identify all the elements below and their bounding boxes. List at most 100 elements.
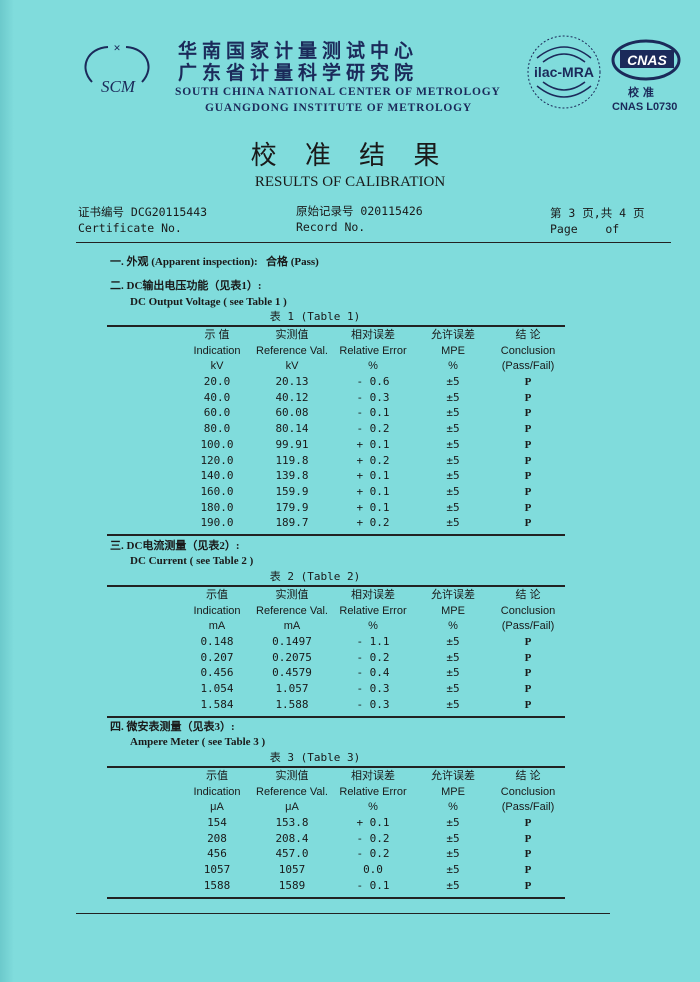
mpe-cell: ±5 <box>446 878 460 892</box>
relative-error-cell: + 0.1 <box>356 437 390 451</box>
column-header: 允许误差 <box>431 589 475 601</box>
indication-cell: 80.0 <box>203 422 231 436</box>
reference-cell: 139.8 <box>275 469 309 483</box>
section-appearance: 一. 外观 (Apparent inspection): 合格 (Pass) <box>110 256 319 268</box>
section-2-cn: 二. DC输出电压功能（见表1）: <box>110 280 262 292</box>
column-header: % <box>448 620 458 632</box>
section-3-en: DC Current ( see Table 2 ) <box>130 555 254 567</box>
record-number: 原始记录号 020115426 <box>296 204 423 218</box>
relative-error-cell: + 0.1 <box>356 484 390 498</box>
column-header: Relative Error <box>339 344 407 357</box>
relative-error-cell: - 0.4 <box>356 666 390 680</box>
column-header: Conclusion <box>500 344 556 357</box>
conclusion-cell: P <box>524 683 532 696</box>
title-en: RESULTS OF CALIBRATION <box>254 174 446 190</box>
page-number: 第 3 页,共 4 页 <box>550 206 645 220</box>
mpe-cell: ±5 <box>446 666 460 680</box>
indication-cell: 180.0 <box>200 500 234 514</box>
conclusion-cell: P <box>524 864 532 877</box>
relative-error-cell: - 1.1 <box>356 635 390 648</box>
mpe-cell: ±5 <box>446 406 460 420</box>
column-header: 相对误差 <box>351 589 395 601</box>
footer-divider <box>76 913 610 914</box>
column-header: 实测值 <box>275 589 309 601</box>
column-header: μA <box>210 801 224 813</box>
table-bottom-rule <box>107 896 565 899</box>
reference-cell: 1057 <box>278 863 306 877</box>
mpe-cell: ±5 <box>446 422 460 436</box>
reference-cell: 0.4579 <box>272 666 312 680</box>
reference-cell: 1589 <box>278 878 306 892</box>
cnas-logo: CNAS <box>611 39 681 81</box>
column-header: Indication <box>193 344 241 357</box>
certificate-label-en: Certificate No. <box>78 221 182 235</box>
reference-cell: 1.588 <box>275 697 309 711</box>
relative-error-cell: - 0.2 <box>356 650 390 664</box>
indication-cell: 120.0 <box>200 453 234 467</box>
mpe-cell: ±5 <box>446 469 460 483</box>
column-header: Conclusion <box>500 785 556 798</box>
table-caption: 表 1 (Table 1) <box>269 310 361 323</box>
conclusion-cell: P <box>524 407 532 420</box>
column-header: kV <box>210 360 224 372</box>
ilac-mra-logo: ilac-MRA <box>527 35 601 109</box>
table-top-rule <box>107 585 565 587</box>
indication-cell: 40.0 <box>203 390 231 404</box>
conclusion-cell: P <box>524 454 532 467</box>
svg-text:SCM: SCM <box>101 77 136 96</box>
column-header: Reference Val. <box>256 785 328 798</box>
reference-cell: 119.8 <box>275 453 309 467</box>
conclusion-cell: P <box>524 501 532 514</box>
column-header: % <box>448 360 458 372</box>
indication-cell: 154 <box>207 816 227 829</box>
table-caption: 表 3 (Table 3) <box>269 751 361 764</box>
column-header: Conclusion <box>500 604 556 617</box>
section-4-cn: 四. 微安表测量（见表3）: <box>110 721 235 733</box>
reference-cell: 1.057 <box>275 682 309 696</box>
reference-cell: 80.14 <box>275 422 309 436</box>
column-header: (Pass/Fail) <box>501 360 555 372</box>
svg-text:✕: ✕ <box>113 44 121 54</box>
relative-error-cell: + 0.1 <box>356 469 390 483</box>
indication-cell: 1057 <box>203 863 231 877</box>
page-label-en: Page of <box>550 222 620 236</box>
relative-error-cell: + 0.2 <box>356 516 390 530</box>
indication-cell: 100.0 <box>200 437 234 451</box>
mpe-cell: ±5 <box>446 453 460 467</box>
mpe-cell: ±5 <box>446 863 460 877</box>
conclusion-cell: P <box>524 470 532 483</box>
org-name-cn-1: 华南国家计量测试中心 <box>178 40 419 62</box>
indication-cell: 456 <box>207 847 227 861</box>
conclusion-cell: P <box>524 438 532 451</box>
indication-cell: 1.584 <box>200 697 234 711</box>
mpe-cell: ±5 <box>446 831 460 845</box>
column-header: μA <box>285 801 299 813</box>
reference-cell: 159.9 <box>275 484 309 498</box>
column-header: (Pass/Fail) <box>501 620 555 632</box>
indication-cell: 140.0 <box>200 469 234 483</box>
mpe-cell: ±5 <box>446 375 460 388</box>
mpe-cell: ±5 <box>446 437 460 451</box>
cnas-number: CNAS L0730 <box>612 101 678 113</box>
table-bottom-rule <box>107 715 565 718</box>
column-header: Indication <box>193 785 241 798</box>
column-header: 结 论 <box>515 329 541 341</box>
conclusion-cell: P <box>524 879 532 892</box>
svg-text:CNAS: CNAS <box>627 52 667 68</box>
column-header: 实测值 <box>275 329 309 341</box>
conclusion-cell: P <box>524 848 532 861</box>
column-header: 允许误差 <box>431 329 475 341</box>
relative-error-cell: - 0.6 <box>356 375 390 388</box>
section-2-en: DC Output Voltage ( see Table 1 ) <box>130 296 287 308</box>
relative-error-cell: + 0.2 <box>356 453 390 467</box>
conclusion-cell: P <box>524 423 532 436</box>
reference-cell: 99.91 <box>275 437 309 451</box>
indication-cell: 190.0 <box>200 516 234 530</box>
relative-error-cell: - 0.1 <box>356 878 390 892</box>
title-cn: 校 准 结 果 <box>250 141 450 171</box>
indication-cell: 60.0 <box>203 406 231 420</box>
conclusion-cell: P <box>524 651 532 664</box>
relative-error-cell: + 0.1 <box>356 500 390 514</box>
column-header: 相对误差 <box>351 770 395 782</box>
reference-cell: 20.13 <box>275 375 309 388</box>
